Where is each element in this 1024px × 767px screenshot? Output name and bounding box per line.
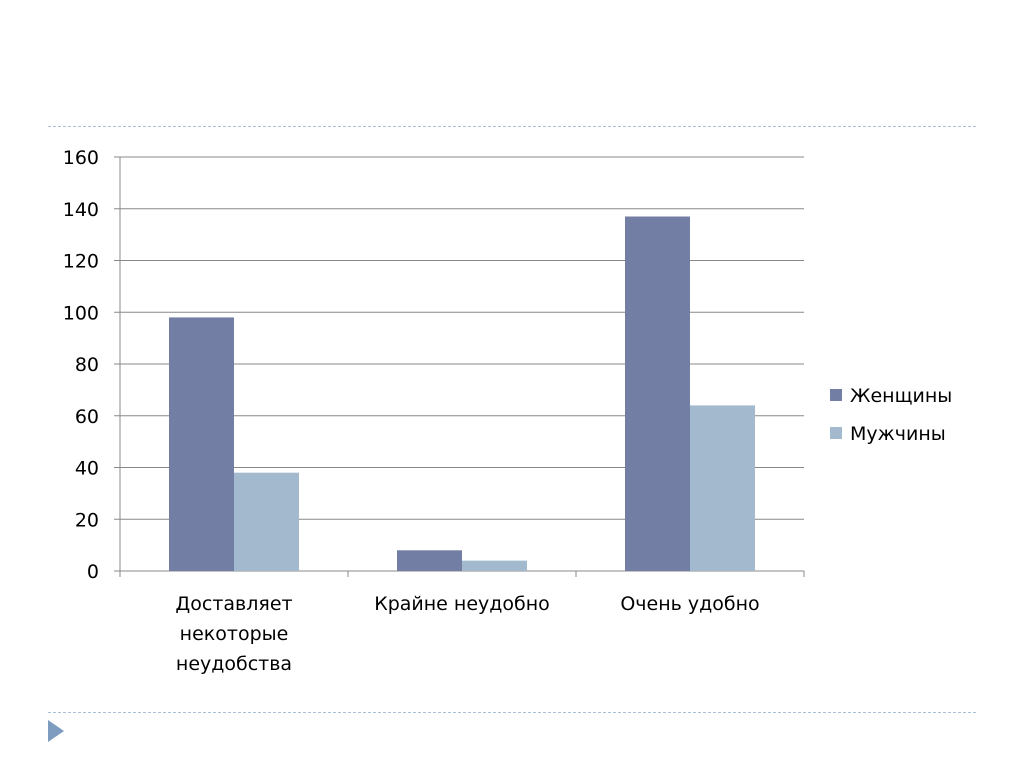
bar	[397, 550, 462, 571]
y-tick-label: 40	[75, 458, 99, 480]
y-tick-label: 60	[75, 406, 99, 428]
next-slide-triangle-icon[interactable]	[48, 720, 64, 742]
x-category-label: Доставляет некоторые неудобства	[175, 593, 292, 675]
y-tick-label: 140	[63, 199, 99, 221]
y-tick-label: 80	[75, 354, 99, 376]
legend-label: Женщины	[850, 385, 952, 407]
bar	[234, 472, 299, 571]
bar	[625, 216, 690, 571]
x-category-label-line: Крайне неудобно	[374, 593, 550, 615]
top-divider	[48, 126, 976, 127]
y-tick-label: 120	[63, 251, 99, 273]
x-category-label: Крайне неудобно	[374, 593, 550, 615]
legend-label: Мужчины	[850, 423, 946, 445]
x-category-label: Очень удобно	[620, 593, 759, 615]
y-tick-label: 20	[75, 509, 99, 531]
x-category-label-line: неудобства	[176, 653, 292, 675]
legend-swatch	[830, 389, 842, 401]
x-category-label-line: некоторые	[180, 623, 289, 645]
y-tick-label: 100	[63, 302, 99, 324]
y-tick-label: 160	[63, 147, 99, 169]
legend-swatch	[830, 427, 842, 439]
bottom-divider	[48, 712, 976, 713]
bar	[169, 317, 234, 571]
y-tick-label: 0	[87, 561, 99, 583]
bar	[690, 405, 755, 571]
x-category-label-line: Доставляет	[175, 593, 292, 615]
x-category-label-line: Очень удобно	[620, 593, 759, 615]
bar	[462, 560, 527, 571]
